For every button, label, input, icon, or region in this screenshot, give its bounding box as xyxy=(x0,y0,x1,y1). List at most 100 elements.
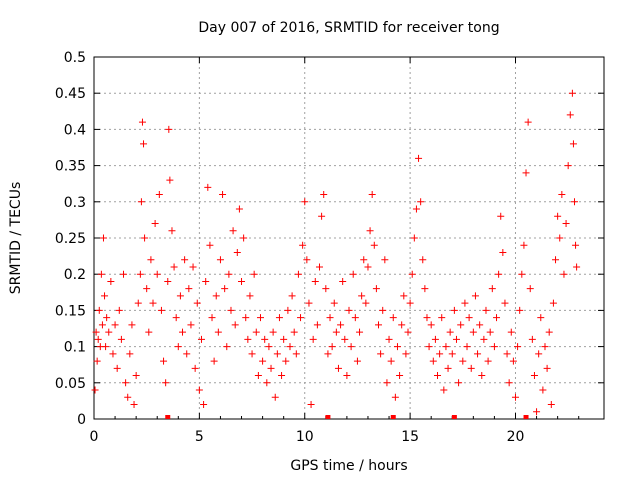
data-point xyxy=(117,335,125,343)
data-point xyxy=(423,314,431,322)
data-point xyxy=(307,401,315,409)
data-point xyxy=(345,306,353,314)
data-point xyxy=(145,328,153,336)
data-point xyxy=(484,357,492,365)
data-point xyxy=(455,379,463,387)
data-point xyxy=(138,118,146,126)
baseline-marker xyxy=(165,415,171,419)
data-point xyxy=(238,277,246,285)
data-point xyxy=(560,270,568,278)
data-point xyxy=(259,357,267,365)
data-point xyxy=(389,314,397,322)
data-point xyxy=(280,335,288,343)
data-point xyxy=(436,350,444,358)
data-point xyxy=(235,205,243,213)
data-point xyxy=(137,198,145,206)
data-point xyxy=(381,256,389,264)
data-point xyxy=(434,372,442,380)
data-point xyxy=(216,256,224,264)
y-tick-label: 0.15 xyxy=(55,303,86,319)
data-point xyxy=(474,350,482,358)
data-point xyxy=(332,328,340,336)
data-point xyxy=(181,256,189,264)
data-point xyxy=(155,191,163,199)
data-point xyxy=(273,350,281,358)
data-point xyxy=(351,314,359,322)
data-point xyxy=(244,335,252,343)
data-point xyxy=(539,386,547,394)
data-point xyxy=(109,350,117,358)
data-point xyxy=(478,372,486,380)
data-point xyxy=(442,343,450,351)
data-point xyxy=(313,321,321,329)
data-point xyxy=(452,335,460,343)
points-layer xyxy=(91,89,581,416)
data-point xyxy=(556,234,564,242)
x-tick-label: 0 xyxy=(90,429,99,445)
data-point xyxy=(105,328,113,336)
data-point xyxy=(425,343,433,351)
x-axis-title: GPS time / hours xyxy=(290,458,407,474)
data-point xyxy=(324,350,332,358)
data-point xyxy=(233,248,241,256)
data-point xyxy=(400,292,408,300)
data-point xyxy=(303,256,311,264)
data-point xyxy=(210,357,218,365)
data-point xyxy=(554,212,562,220)
data-point xyxy=(528,335,536,343)
data-point xyxy=(427,321,435,329)
data-point xyxy=(450,306,458,314)
data-point xyxy=(383,379,391,387)
data-point xyxy=(530,372,538,380)
data-point xyxy=(438,314,446,322)
data-point xyxy=(170,263,178,271)
baseline-marker xyxy=(390,415,396,419)
data-point xyxy=(573,263,581,271)
chart-title: Day 007 of 2016, SRMTID for receiver ton… xyxy=(198,20,499,36)
data-point xyxy=(343,372,351,380)
data-point xyxy=(225,270,233,278)
y-tick-label: 0.25 xyxy=(55,231,86,247)
data-point xyxy=(197,335,205,343)
data-point xyxy=(337,321,345,329)
data-point xyxy=(501,299,509,307)
data-point xyxy=(185,285,193,293)
data-point xyxy=(115,306,123,314)
data-point xyxy=(297,314,305,322)
data-point xyxy=(516,306,524,314)
data-point xyxy=(541,343,549,351)
data-point xyxy=(488,285,496,293)
data-point xyxy=(269,328,277,336)
data-point xyxy=(347,343,355,351)
data-point xyxy=(195,386,203,394)
data-point xyxy=(126,350,134,358)
data-point xyxy=(130,401,138,409)
data-point xyxy=(326,314,334,322)
data-point xyxy=(499,248,507,256)
x-tick-label: 20 xyxy=(507,429,525,445)
data-point xyxy=(459,357,467,365)
data-point xyxy=(471,292,479,300)
data-point xyxy=(524,118,532,126)
data-point xyxy=(256,314,264,322)
data-point xyxy=(404,328,412,336)
data-point xyxy=(94,335,102,343)
y-tick-label: 0.4 xyxy=(64,122,86,138)
data-point xyxy=(120,270,128,278)
data-point xyxy=(111,321,119,329)
y-tick-label: 0.3 xyxy=(64,195,86,211)
data-point xyxy=(91,386,99,394)
data-point xyxy=(284,306,292,314)
data-point xyxy=(490,343,498,351)
data-point xyxy=(507,328,515,336)
data-point xyxy=(189,263,197,271)
data-point xyxy=(248,350,256,358)
data-point xyxy=(537,314,545,322)
data-point xyxy=(366,227,374,235)
data-point xyxy=(398,321,406,329)
data-point xyxy=(328,343,336,351)
data-point xyxy=(168,227,176,235)
y-tick-label: 0.2 xyxy=(64,267,86,283)
data-point xyxy=(320,191,328,199)
data-point xyxy=(469,328,477,336)
